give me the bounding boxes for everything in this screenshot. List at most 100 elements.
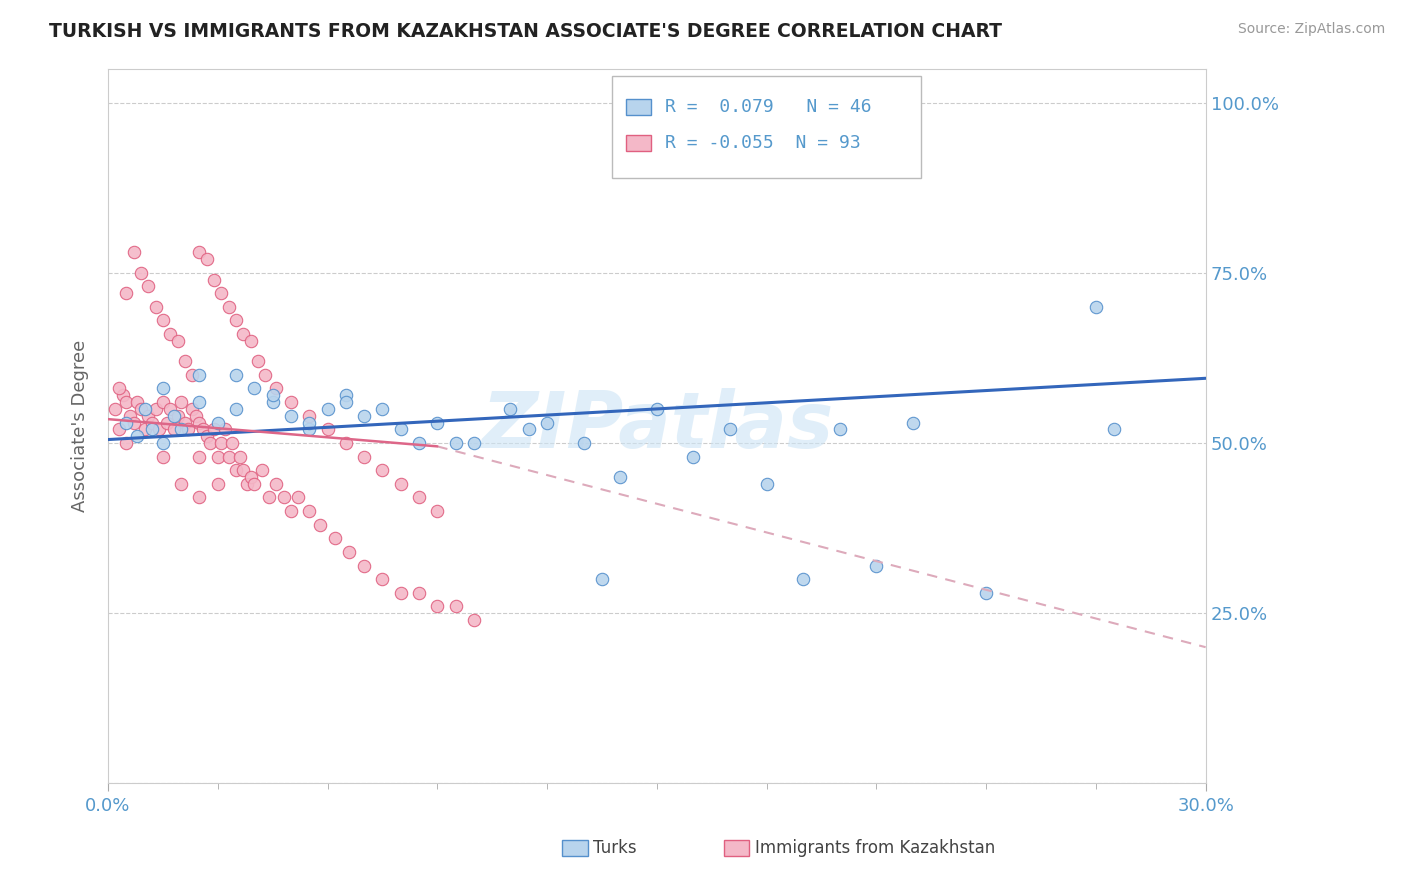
Point <box>389 476 412 491</box>
Point <box>166 409 188 423</box>
Point <box>115 416 138 430</box>
Point <box>152 450 174 464</box>
Point <box>127 429 149 443</box>
Point <box>266 382 288 396</box>
Point <box>170 476 193 491</box>
Point <box>266 476 288 491</box>
Point <box>148 422 170 436</box>
Text: Source: ZipAtlas.com: Source: ZipAtlas.com <box>1237 22 1385 37</box>
Point <box>444 436 467 450</box>
Point <box>173 354 195 368</box>
Point <box>141 416 163 430</box>
Point <box>177 422 200 436</box>
Point <box>202 422 225 436</box>
Point <box>163 409 186 423</box>
Point <box>408 436 430 450</box>
Point <box>152 313 174 327</box>
Point <box>371 463 394 477</box>
Point <box>129 266 152 280</box>
Point <box>323 531 346 545</box>
Point <box>298 422 321 436</box>
Point <box>316 401 339 416</box>
Point <box>236 476 259 491</box>
Point <box>188 395 211 409</box>
Point <box>865 558 887 573</box>
Point <box>232 463 254 477</box>
Point <box>188 491 211 505</box>
Point <box>901 416 924 430</box>
Point <box>166 334 188 348</box>
Point <box>254 368 277 382</box>
Point <box>262 395 284 409</box>
Point <box>136 409 159 423</box>
Point <box>159 326 181 341</box>
Point <box>111 388 134 402</box>
Point <box>353 558 375 573</box>
Point <box>1102 422 1125 436</box>
Point <box>536 416 558 430</box>
Point <box>591 572 613 586</box>
Text: Turks: Turks <box>593 839 637 857</box>
Point <box>682 450 704 464</box>
Point <box>218 300 240 314</box>
Point <box>170 395 193 409</box>
Point <box>339 545 361 559</box>
Point <box>371 572 394 586</box>
Point <box>118 409 141 423</box>
Point <box>426 599 449 614</box>
Point <box>353 409 375 423</box>
Point <box>280 409 302 423</box>
Point <box>353 450 375 464</box>
Point <box>250 463 273 477</box>
Point <box>184 409 207 423</box>
Point <box>145 401 167 416</box>
Point <box>828 422 851 436</box>
Point <box>188 368 211 382</box>
Y-axis label: Associate's Degree: Associate's Degree <box>72 340 89 512</box>
Point <box>221 436 243 450</box>
Point <box>247 354 270 368</box>
Point <box>257 491 280 505</box>
Point <box>645 401 668 416</box>
Point <box>115 436 138 450</box>
Point <box>122 416 145 430</box>
Point <box>792 572 814 586</box>
Point <box>191 422 214 436</box>
Point <box>239 334 262 348</box>
Point <box>108 382 131 396</box>
Point <box>335 388 357 402</box>
Point <box>225 368 247 382</box>
Point <box>195 429 218 443</box>
Point <box>426 416 449 430</box>
Point <box>214 422 236 436</box>
Point <box>155 416 177 430</box>
Point <box>287 491 309 505</box>
Point <box>243 382 266 396</box>
Point <box>163 422 186 436</box>
Point <box>136 279 159 293</box>
Point <box>129 401 152 416</box>
Point <box>755 476 778 491</box>
Text: Immigrants from Kazakhstan: Immigrants from Kazakhstan <box>755 839 995 857</box>
Point <box>188 416 211 430</box>
Point <box>389 586 412 600</box>
Point <box>134 401 156 416</box>
Point <box>389 422 412 436</box>
Point <box>228 450 250 464</box>
Point <box>273 491 295 505</box>
Point <box>134 422 156 436</box>
Point <box>572 436 595 450</box>
Point <box>298 504 321 518</box>
Point <box>209 286 232 301</box>
Point <box>181 401 204 416</box>
Point <box>188 245 211 260</box>
Point <box>517 422 540 436</box>
Point <box>225 401 247 416</box>
Point <box>463 613 485 627</box>
Point <box>115 286 138 301</box>
Point <box>262 388 284 402</box>
Point <box>152 395 174 409</box>
Text: R =  0.079   N = 46: R = 0.079 N = 46 <box>665 98 872 116</box>
Point <box>152 382 174 396</box>
Point <box>316 422 339 436</box>
